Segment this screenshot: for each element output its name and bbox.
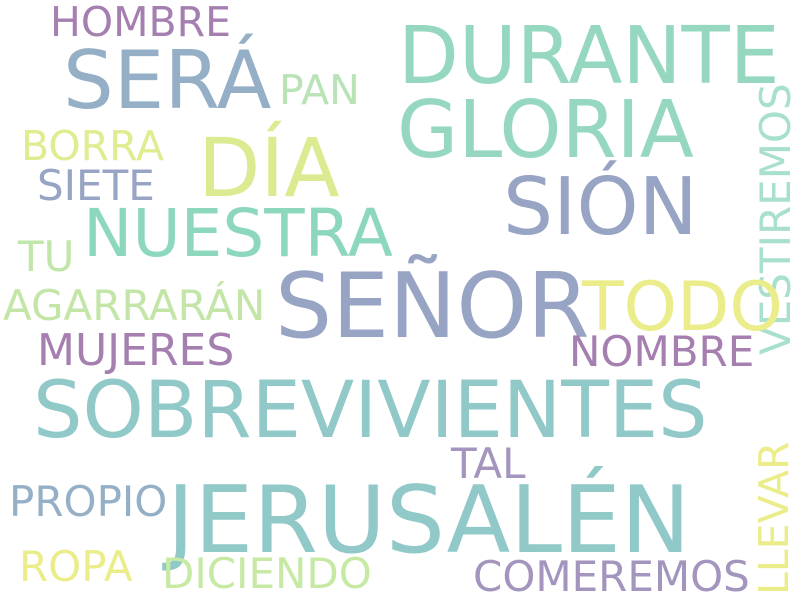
word-propio: PROPIO: [9, 477, 168, 526]
word-dia: DÍA: [198, 122, 340, 216]
word-mujeres: MUJERES: [37, 325, 235, 376]
word-nombre: NOMBRE: [569, 327, 755, 376]
word-comeremos: COMEREMOS: [473, 552, 750, 600]
word-senor: SEÑOR: [275, 254, 590, 359]
word-todo: TODO: [582, 268, 783, 347]
word-sion: SIÓN: [503, 161, 698, 253]
word-siete: SIETE: [37, 161, 155, 210]
word-nuestra: NUESTRA: [83, 195, 393, 272]
word-ropa: ROPA: [19, 542, 133, 591]
word-llevar: LLEVAR: [750, 441, 798, 595]
word-tu: TU: [18, 232, 75, 281]
word-diciendo: DICIENDO: [162, 549, 372, 598]
word-agarraran: AGARRARÁN: [3, 281, 266, 330]
word-durante: DURANTE: [398, 10, 780, 102]
word-gloria: GLORIA: [397, 84, 694, 176]
word-sobrevivientes: SOBREVIVIENTES: [33, 366, 708, 456]
word-hombre: HOMBRE: [50, 0, 231, 46]
word-tal: TAL: [451, 439, 526, 488]
word-sera: SERÁ: [63, 34, 272, 127]
word-pan: PAN: [279, 66, 360, 114]
word-borra: BORRA: [21, 122, 165, 170]
word-jerusalen: JERUSALÉN: [167, 466, 691, 574]
